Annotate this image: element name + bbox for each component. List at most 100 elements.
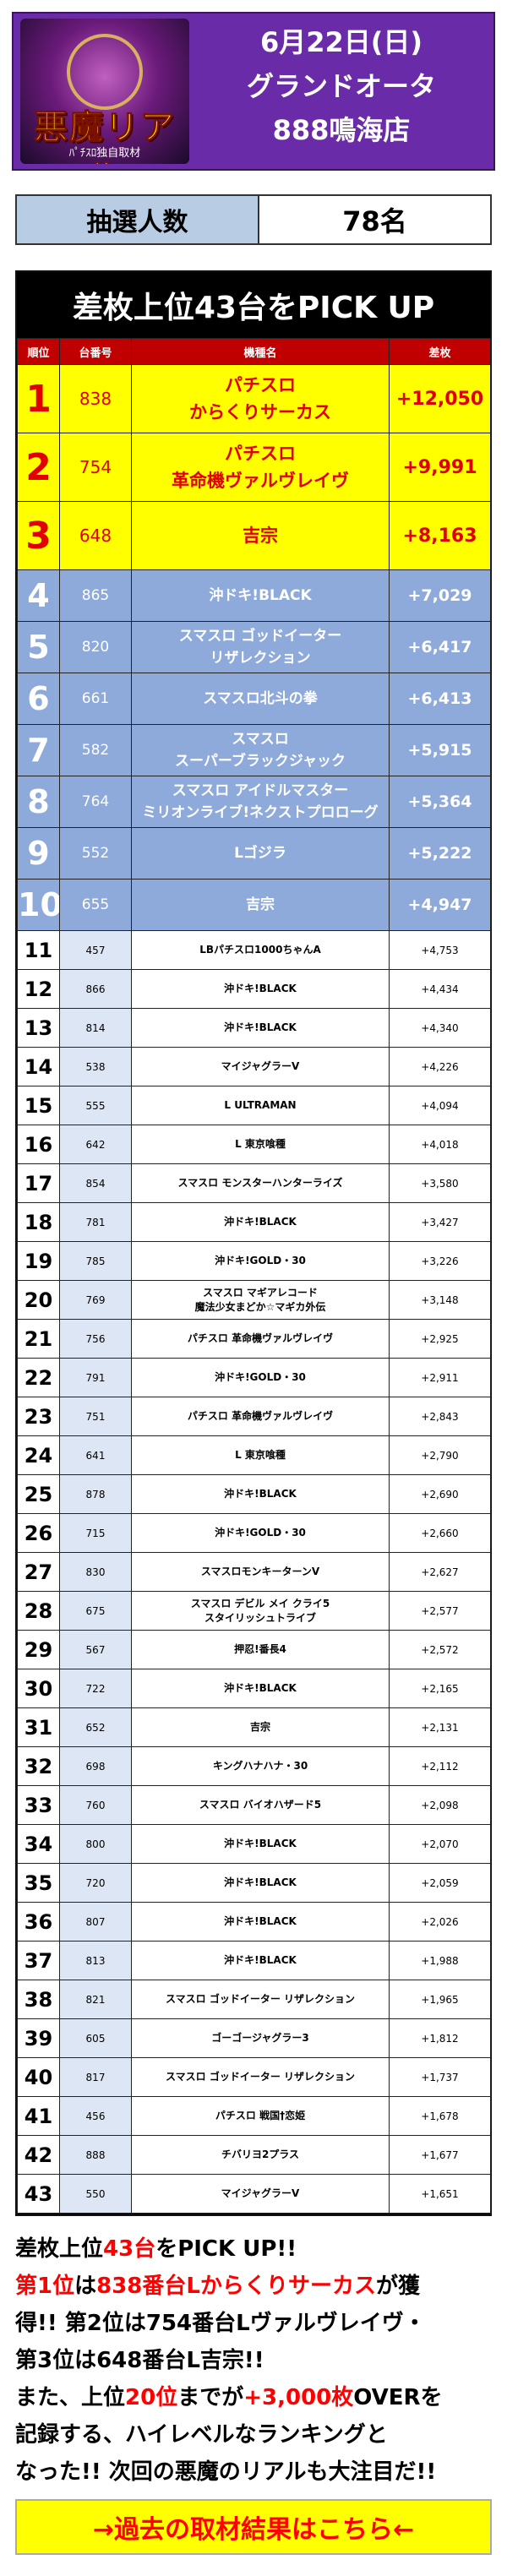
machine-number-cell: 817 — [59, 2057, 132, 2097]
logo-subtitle: ﾊﾟﾁｽﾛ独自取材 — [68, 147, 141, 160]
machine-number-cell: 457 — [59, 930, 132, 970]
machine-number-cell: 582 — [59, 724, 132, 776]
machine-number-cell: 648 — [59, 501, 132, 570]
machine-name-cell: スマスロ アイドルマスター ミリオンライブ!ネクストプロローグ — [131, 776, 390, 828]
machine-name-cell: Lゴジラ — [131, 827, 390, 880]
header-banner: 悪魔リアル ﾊﾟﾁｽﾛ独自取材 6月22日(日) グランドオータ 888鳴海店 — [12, 12, 495, 171]
logo: 悪魔リアル ﾊﾟﾁｽﾛ独自取材 — [20, 19, 189, 164]
table-header-row: 順位 台番号 機種名 差枚 — [17, 338, 491, 365]
machine-name-cell: L 東京喰種 — [131, 1125, 390, 1164]
machine-number-cell: 675 — [59, 1591, 132, 1631]
rank-cell: 41 — [17, 2096, 60, 2136]
header-machine-name: 機種名 — [131, 338, 390, 365]
lottery-label: 抽選人数 — [17, 196, 259, 243]
summary-line: 差枚上位43台をPICK UP!! — [15, 2236, 297, 2262]
difference-cell: +2,098 — [389, 1785, 491, 1825]
machine-name-cell: 沖ドキ!GOLD・30 — [131, 1241, 390, 1281]
table-row: 10 655 吉宗 +4,947 — [17, 879, 491, 931]
difference-cell: +7,029 — [389, 569, 491, 622]
machine-number-cell: 538 — [59, 1047, 132, 1086]
machine-name-cell: L ULTRAMAN — [131, 1086, 390, 1125]
machine-name-cell: スマスロ ゴッドイーター リザレクション — [131, 621, 390, 673]
machine-name-cell: 沖ドキ!BLACK — [131, 1824, 390, 1864]
rank-cell: 7 — [17, 724, 60, 776]
machine-number-cell: 865 — [59, 569, 132, 622]
rank-cell: 25 — [17, 1474, 60, 1514]
machine-number-cell: 641 — [59, 1435, 132, 1475]
machine-name-cell: マイジャグラーV — [131, 1047, 390, 1086]
difference-cell: +4,018 — [389, 1125, 491, 1164]
difference-cell: +1,988 — [389, 1941, 491, 1980]
header-machine-number: 台番号 — [59, 338, 132, 365]
difference-cell: +2,059 — [389, 1863, 491, 1903]
rank-cell: 10 — [17, 879, 60, 931]
difference-cell: +1,737 — [389, 2057, 491, 2097]
table-row: 33 760 スマスロ バイオハザード5 +2,098 — [17, 1785, 491, 1825]
table-row: 29 567 押忍!番長4 +2,572 — [17, 1630, 491, 1669]
machine-number-cell: 605 — [59, 2018, 132, 2058]
rank-cell: 23 — [17, 1397, 60, 1436]
rank-cell: 1 — [17, 364, 60, 433]
rank-cell: 37 — [17, 1941, 60, 1980]
machine-name-cell: 沖ドキ!GOLD・30 — [131, 1513, 390, 1553]
table-row: 35 720 沖ドキ!BLACK +2,059 — [17, 1863, 491, 1903]
rank-cell: 39 — [17, 2018, 60, 2058]
machine-number-cell: 661 — [59, 673, 132, 725]
table-row: 39 605 ゴーゴージャグラー3 +1,812 — [17, 2018, 491, 2058]
difference-cell: +5,364 — [389, 776, 491, 828]
rank-cell: 5 — [17, 621, 60, 673]
table-row: 2 754 パチスロ 革命機ヴァルヴレイヴ +9,991 — [17, 433, 491, 502]
rank-cell: 18 — [17, 1202, 60, 1242]
machine-name-cell: マイジャグラーV — [131, 2174, 390, 2214]
difference-cell: +1,651 — [389, 2174, 491, 2214]
header-store-name: グランドオータ — [246, 70, 436, 102]
machine-number-cell: 820 — [59, 621, 132, 673]
difference-cell: +2,112 — [389, 1746, 491, 1786]
machine-name-cell: スマスロ モンスターハンターライズ — [131, 1163, 390, 1203]
difference-cell: +3,580 — [389, 1163, 491, 1203]
table-row: 41 456 パチスロ 戦国†恋姫 +1,678 — [17, 2096, 491, 2136]
difference-cell: +5,222 — [389, 827, 491, 880]
table-row: 17 854 スマスロ モンスターハンターライズ +3,580 — [17, 1163, 491, 1203]
difference-cell: +9,991 — [389, 433, 491, 502]
table-row: 27 830 スマスロモンキーターンV +2,627 — [17, 1552, 491, 1592]
machine-number-cell: 813 — [59, 1941, 132, 1980]
difference-cell: +1,677 — [389, 2135, 491, 2175]
machine-name-cell: 沖ドキ!BLACK — [131, 1902, 390, 1942]
difference-cell: +3,148 — [389, 1280, 491, 1320]
difference-cell: +2,627 — [389, 1552, 491, 1592]
past-results-link[interactable]: →過去の取材結果はこちら← — [15, 2499, 492, 2555]
table-row: 11 457 LBパチスロ1000ちゃんA +4,753 — [17, 930, 491, 970]
rank-cell: 31 — [17, 1707, 60, 1747]
machine-number-cell: 821 — [59, 1980, 132, 2019]
table-row: 15 555 L ULTRAMAN +4,094 — [17, 1086, 491, 1125]
machine-number-cell: 769 — [59, 1280, 132, 1320]
summary-line: なった!! 次回の悪魔のリアルも大注目だ!! — [15, 2459, 437, 2485]
difference-cell: +6,417 — [389, 621, 491, 673]
rank-cell: 42 — [17, 2135, 60, 2175]
difference-cell: +2,070 — [389, 1824, 491, 1864]
table-row: 38 821 スマスロ ゴッドイーター リザレクション +1,965 — [17, 1980, 491, 2019]
rank-cell: 8 — [17, 776, 60, 828]
summary-line: 第3位は648番台L吉宗!! — [15, 2348, 264, 2373]
table-row: 31 652 吉宗 +2,131 — [17, 1707, 491, 1747]
machine-name-cell: パチスロ 革命機ヴァルヴレイヴ — [131, 1397, 390, 1436]
table-row: 20 769 スマスロ マギアレコード 魔法少女まどか☆マギカ外伝 +3,148 — [17, 1280, 491, 1320]
machine-name-cell: パチスロ 革命機ヴァルヴレイヴ — [131, 433, 390, 502]
ranking-table: 順位 台番号 機種名 差枚 1 838 パチスロ からくりサーカス +12,050 2 7… — [17, 338, 491, 2214]
machine-name-cell: 吉宗 — [131, 501, 390, 570]
machine-name-cell: スマスロ デビル メイ クライ5 スタイリッシュトライブ — [131, 1591, 390, 1631]
difference-cell: +4,094 — [389, 1086, 491, 1125]
difference-cell: +2,690 — [389, 1474, 491, 1514]
table-row: 23 751 パチスロ 革命機ヴァルヴレイヴ +2,843 — [17, 1397, 491, 1436]
machine-name-cell: スマスロモンキーターンV — [131, 1552, 390, 1592]
difference-cell: +1,678 — [389, 2096, 491, 2136]
rank-cell: 33 — [17, 1785, 60, 1825]
difference-cell: +2,572 — [389, 1630, 491, 1669]
difference-cell: +4,340 — [389, 1008, 491, 1048]
rank-cell: 27 — [17, 1552, 60, 1592]
machine-name-cell: LBパチスロ1000ちゃんA — [131, 930, 390, 970]
table-row: 4 865 沖ドキ!BLACK +7,029 — [17, 569, 491, 622]
table-row: 21 756 パチスロ 革命機ヴァルヴレイヴ +2,925 — [17, 1319, 491, 1359]
table-row: 25 878 沖ドキ!BLACK +2,690 — [17, 1474, 491, 1514]
